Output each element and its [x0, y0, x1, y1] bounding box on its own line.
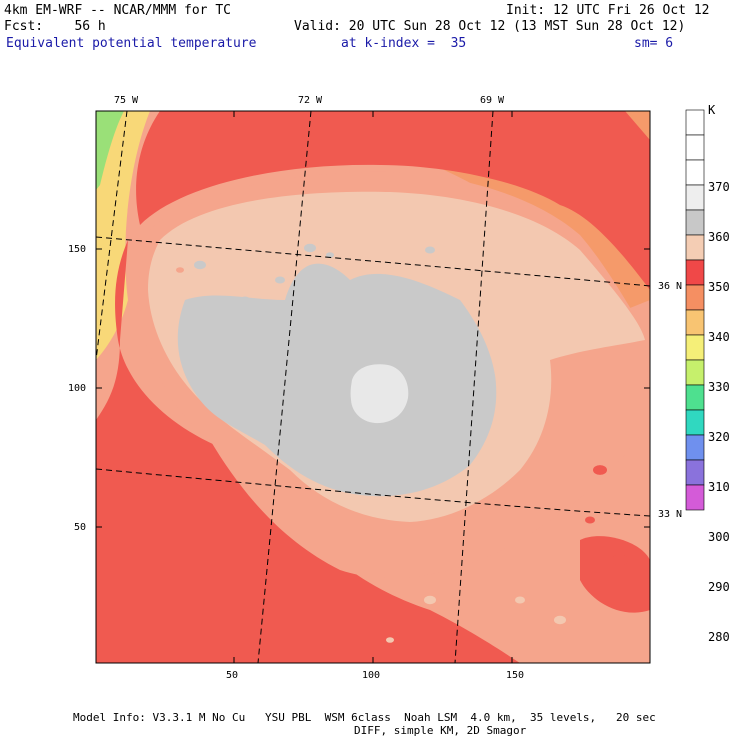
field-speckle: [176, 267, 184, 273]
colorbar-segment: [685, 134, 705, 161]
y-tick-50: 50: [74, 522, 87, 533]
colorbar-label-300: 300: [708, 530, 730, 544]
smoothing-info: sm= 6: [634, 36, 674, 51]
field-speckle: [612, 554, 628, 566]
field-speckle: [240, 296, 250, 304]
map-region-r-green-nw: [96, 111, 124, 190]
field-speckle: [585, 516, 595, 524]
map-region-r-red-top: [136, 111, 650, 290]
colorbar-label-320: 320: [708, 430, 730, 444]
meridian-72w: [257, 111, 312, 663]
map-field: [96, 111, 650, 663]
colorbar-label-360: 360: [708, 230, 730, 244]
lon-label-69w: 69 W: [480, 95, 505, 106]
colorbar-segment: [685, 434, 705, 461]
colorbar-segment: [685, 409, 705, 436]
field-speckle: [326, 252, 334, 258]
map-region-r-red-left: [96, 240, 520, 663]
colorbar-segment: [685, 284, 705, 311]
field-speckle: [304, 243, 316, 253]
level-info: at k-index = 35: [341, 36, 467, 51]
field-speckle: [275, 276, 285, 284]
init-time: Init: 12 UTC Fri 26 Oct 12: [506, 3, 710, 18]
colorbar-label-330: 330: [708, 380, 730, 394]
colorbar: [685, 109, 705, 511]
field-speckle: [424, 595, 436, 605]
model-title: 4km EM-WRF -- NCAR/MMM for TC: [4, 3, 231, 18]
map-region-r-gray: [177, 263, 497, 497]
meridian-69w: [454, 111, 494, 663]
colorbar-label-290: 290: [708, 580, 730, 594]
field-speckle: [155, 316, 165, 324]
field-speckle: [465, 516, 475, 524]
colorbar-segment: [685, 209, 705, 236]
field-speckle: [554, 615, 566, 625]
colorbar-unit: K: [708, 103, 716, 117]
y-tick-100: 100: [68, 383, 87, 394]
map-region-r-lightgray: [350, 364, 409, 424]
parallel-36n: [96, 236, 650, 287]
field-speckle: [194, 260, 206, 270]
colorbar-segment: [685, 359, 705, 386]
map-region-r-red-spot: [580, 536, 650, 613]
x-tick-150: 150: [506, 670, 525, 681]
meridian-75w: [96, 111, 128, 361]
parallel-33n: [96, 468, 650, 517]
colorbar-label-350: 350: [708, 280, 730, 294]
colorbar-segment: [685, 484, 705, 511]
lon-label-72w: 72 W: [298, 95, 323, 106]
x-tick-100: 100: [362, 670, 381, 681]
x-tick-50: 50: [226, 670, 239, 681]
colorbar-label-280: 280: [708, 630, 730, 644]
colorbar-segment: [685, 259, 705, 286]
field-name: Equivalent potential temperature: [6, 36, 257, 51]
lon-label-75w: 75 W: [114, 95, 139, 106]
colorbar-segment: [685, 184, 705, 211]
colorbar-segment: [685, 334, 705, 361]
lat-label-33n: 33 N: [658, 509, 683, 520]
field-speckle: [386, 637, 394, 643]
valid-time: Valid: 20 UTC Sun 28 Oct 12 (13 MST Sun …: [294, 19, 686, 34]
footer-diffusion: DIFF, simple KM, 2D Smagor: [354, 724, 527, 737]
lat-label-36n: 36 N: [658, 281, 683, 292]
colorbar-segment: [685, 234, 705, 261]
map-region-r-yellow-w: [96, 111, 150, 360]
forecast-hour: Fcst: 56 h: [4, 19, 106, 34]
colorbar-label-310: 310: [708, 480, 730, 494]
colorbar-label-340: 340: [708, 330, 730, 344]
field-speckle: [425, 246, 435, 254]
colorbar-segment: [685, 109, 705, 136]
y-tick-150: 150: [68, 244, 87, 255]
footer-model-info: Model Info: V3.3.1 M No Cu YSU PBL WSM 6…: [73, 711, 656, 724]
colorbar-segment: [685, 309, 705, 336]
field-speckle: [515, 596, 525, 604]
colorbar-segment: [685, 459, 705, 486]
colorbar-segment: [685, 159, 705, 186]
colorbar-segment: [685, 384, 705, 411]
colorbar-label-370: 370: [708, 180, 730, 194]
field-speckle: [593, 465, 607, 475]
